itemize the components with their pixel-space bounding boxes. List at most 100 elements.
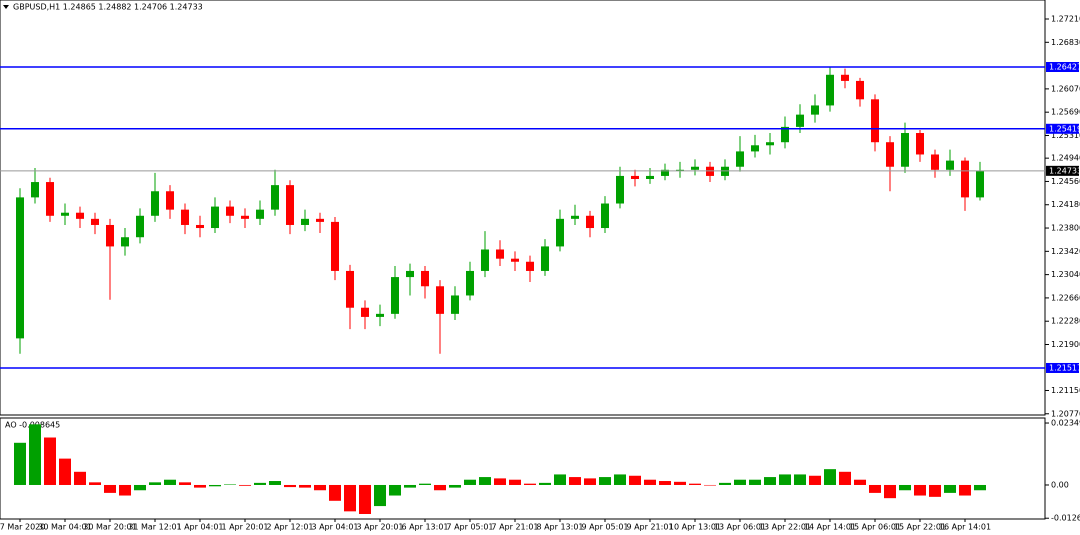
ao-frame: [0, 417, 1046, 520]
x-tick-label: 27 Mar 2020: [0, 523, 45, 532]
x-tick-label: 9 Apr 05:01: [581, 523, 628, 532]
candle-body: [286, 185, 294, 225]
ao-bar: [839, 471, 851, 485]
candle-body: [556, 218, 564, 247]
current-price-label: 1.24733: [1049, 166, 1080, 175]
candle-body: [541, 246, 549, 271]
y-tick-label: 1.26830: [1051, 38, 1080, 47]
candle-body: [256, 209, 264, 219]
price-frame: [0, 0, 1046, 416]
candle-body: [376, 313, 384, 317]
candle-body: [121, 237, 129, 247]
candle-body: [16, 197, 24, 339]
ao-bar: [644, 479, 656, 485]
ao-bar: [389, 484, 401, 496]
ao-bar: [929, 484, 941, 497]
ao-bar: [59, 458, 71, 485]
candle-body: [106, 224, 114, 247]
candle-body: [301, 218, 309, 225]
candle-body: [931, 154, 939, 170]
x-tick-label: 15 Apr 06:01: [849, 523, 901, 532]
candle-body: [871, 99, 879, 143]
x-tick-label: 2 Apr 12:01: [266, 523, 313, 532]
level-label-bg: [1046, 362, 1079, 373]
y-tick-label: -0.012604: [1051, 514, 1080, 523]
ao-bar: [164, 479, 176, 485]
ao-bar: [569, 477, 581, 485]
ao-bar: [374, 484, 386, 507]
candle-body: [391, 277, 399, 314]
ao-bar: [14, 442, 26, 485]
candle-body: [76, 212, 84, 219]
ao-bar: [794, 474, 806, 485]
x-tick-label: 16 Apr 14:01: [939, 523, 991, 532]
candle-body: [241, 215, 249, 219]
ao-bar: [74, 471, 86, 485]
ao-bar: [689, 483, 701, 485]
candle-body: [61, 212, 69, 216]
level-label: 1.21517: [1049, 363, 1080, 372]
ao-bar: [704, 484, 716, 486]
candle-body: [31, 182, 39, 198]
x-tick-label: 6 Apr 13:01: [401, 523, 448, 532]
ao-bar: [734, 479, 746, 485]
candle-body: [211, 206, 219, 229]
candle-body: [571, 215, 579, 219]
y-tick-label: 1.24560: [1051, 177, 1080, 186]
y-tick-label: 0.023494: [1051, 419, 1080, 428]
menu-arrow[interactable]: [3, 5, 9, 9]
ao-bar: [764, 477, 776, 485]
x-tick-label: 14 Apr 14:01: [804, 523, 856, 532]
ao-bar: [209, 484, 221, 487]
ao-bar: [629, 475, 641, 485]
candle-body: [886, 142, 894, 167]
y-tick-label: 1.24180: [1051, 200, 1080, 209]
ao-bar: [359, 484, 371, 514]
ao-bar: [179, 482, 191, 485]
y-tick-label: 1.23420: [1051, 247, 1080, 256]
candle-body: [841, 74, 849, 81]
ao-bar: [314, 484, 326, 491]
candle-body: [151, 191, 159, 216]
ao-bar: [944, 484, 956, 493]
ao-bar: [674, 481, 686, 485]
price-title: GBPUSD,H1 1.24865 1.24882 1.24706 1.2473…: [13, 3, 203, 12]
x-tick-label: 30 Mar 20:01: [83, 523, 136, 532]
level-label: 1.26427: [1049, 63, 1080, 72]
candle-body: [316, 218, 324, 222]
y-tick-label: 0.00: [1051, 480, 1069, 489]
candle-body: [916, 133, 924, 155]
candle-body: [646, 175, 654, 179]
candle-body: [736, 151, 744, 167]
candle-body: [181, 209, 189, 225]
ao-bar: [884, 484, 896, 499]
ao-bar: [494, 478, 506, 485]
x-tick-label: 7 Apr 21:01: [491, 523, 538, 532]
ao-bar: [44, 437, 56, 485]
ao-bar: [959, 484, 971, 496]
ao-bar: [254, 482, 266, 485]
ao-bar: [809, 475, 821, 485]
x-tick-label: 15 Apr 22:01: [894, 523, 946, 532]
candle-body: [586, 215, 594, 229]
ao-bar: [584, 478, 596, 485]
ao-bar: [89, 482, 101, 485]
candle-body: [901, 133, 909, 167]
candle-body: [751, 145, 759, 152]
ao-bar: [299, 484, 311, 488]
candle-body: [781, 126, 789, 143]
ao-bar: [119, 484, 131, 496]
candle-body: [496, 249, 504, 259]
candle-body: [856, 80, 864, 100]
candle-body: [766, 142, 774, 146]
level-label: 1.25419: [1049, 124, 1080, 133]
candle-body: [511, 258, 519, 262]
ao-bar: [149, 482, 161, 485]
x-tick-label: 1 Apr 04:01: [176, 523, 223, 532]
ao-bar: [899, 484, 911, 491]
ao-bar: [284, 484, 296, 488]
y-tick-label: 1.21900: [1051, 340, 1080, 349]
ao-bar: [599, 477, 611, 485]
